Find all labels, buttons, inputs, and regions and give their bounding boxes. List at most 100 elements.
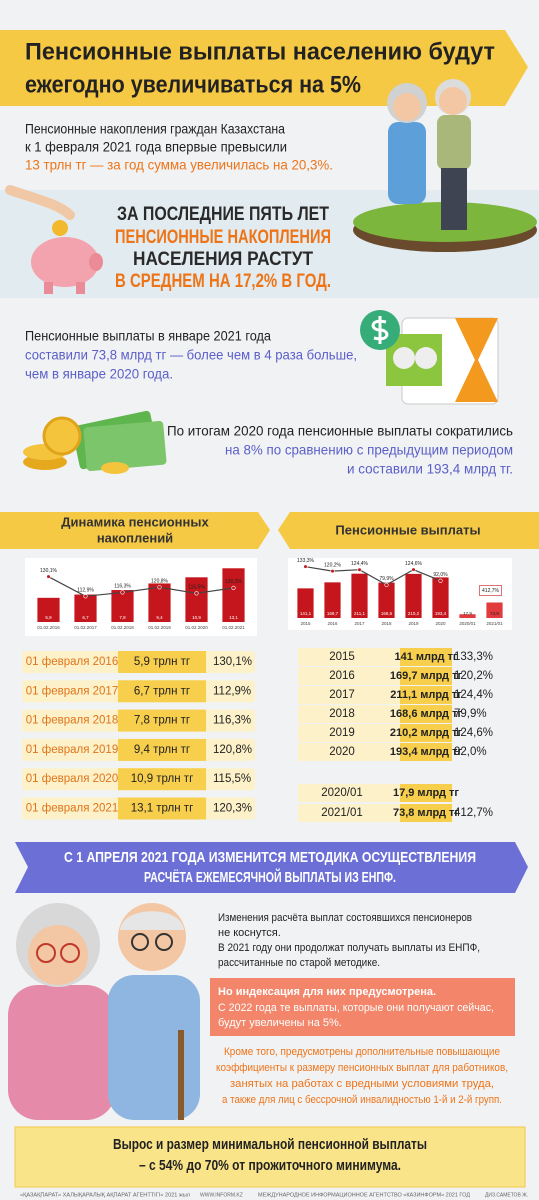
amount-bg — [118, 680, 206, 703]
row-pct: 120,2% — [454, 670, 493, 682]
growth-label: 116,3% — [114, 584, 131, 590]
bar — [37, 597, 60, 622]
piggy-leg — [76, 282, 85, 294]
coin — [101, 462, 129, 474]
piggy-bank — [31, 237, 99, 287]
row-amount: 141 млрд тг — [395, 651, 458, 663]
footer-text: WWW.INFORM.KZ — [200, 1192, 243, 1198]
glasses — [131, 933, 149, 951]
amount-bg — [118, 738, 206, 761]
woman-face — [28, 925, 88, 985]
bar-label: 17,9 — [463, 611, 472, 616]
results-line: и составили 193,4 млрд тг. — [347, 461, 513, 477]
x-label: 2016 — [327, 621, 338, 626]
bar-label: 211,1 — [354, 611, 365, 616]
row-pct: 115,5% — [213, 773, 251, 785]
growth-point — [194, 591, 199, 596]
growth-label: 92,0% — [433, 572, 448, 578]
banknote — [83, 420, 167, 472]
piggy-snout — [89, 253, 103, 271]
year-bg — [298, 648, 400, 666]
row-date: 01 февраля 2016 — [26, 656, 118, 668]
growth-point — [411, 567, 416, 572]
row-pct: 79,9% — [454, 708, 487, 720]
man-jacket — [437, 115, 471, 170]
row-amount: 17,9 млрд тг — [393, 787, 459, 799]
growth-label: 115,5% — [188, 585, 205, 591]
row-pct: 124,6% — [454, 727, 493, 739]
savings-title: накоплений — [97, 530, 173, 545]
extra-line: Кроме того, предусмотрены дополнительные… — [224, 1046, 500, 1058]
bar — [351, 573, 368, 618]
bar — [405, 573, 422, 618]
amount-bg — [400, 724, 452, 742]
hand — [5, 185, 75, 220]
year-bg — [298, 724, 400, 742]
note-line: будут увеличены на 5%. — [218, 1017, 342, 1029]
amount-bg — [400, 667, 452, 685]
growth-point — [120, 590, 125, 595]
intro-line: к 1 февраля 2021 года впервые превысили — [25, 139, 287, 155]
bar-label: 141,1 — [300, 611, 312, 616]
year-bg — [298, 743, 400, 761]
amount-bg — [118, 797, 206, 820]
bar — [486, 602, 503, 618]
bar-label: 6,7 — [82, 615, 89, 620]
note-title: Но индексация для них предусмотрена. — [218, 986, 436, 998]
intro-line: Пенсионные накопления граждан Казахстана — [25, 121, 285, 137]
extra-line: а также для лиц с бессрочной инвалидност… — [222, 1094, 502, 1106]
bar-label: 7,8 — [119, 615, 126, 620]
growth-label: 130,1% — [40, 568, 58, 574]
method-line: В 2021 году они продолжат получать выпла… — [218, 942, 480, 954]
x-label: 2019 — [408, 621, 419, 626]
coin — [52, 220, 68, 236]
woman-dress — [388, 122, 426, 204]
row-pct: 120,8% — [213, 744, 252, 756]
man-hair — [120, 911, 184, 930]
row-year: 2019 — [329, 727, 355, 739]
bar — [111, 590, 134, 622]
footer-text: «ҚАЗАҚПАРАТ» ХАЛЫҚАРАЛЫҚ АҚПАРАТ АГЕНТТІ… — [20, 1192, 190, 1198]
title-line: ежегодно увеличиваться на 5% — [25, 71, 361, 98]
january-line: Пенсионные выплаты в январе 2021 года — [25, 328, 271, 344]
bar — [324, 582, 341, 618]
amount-bg — [118, 651, 206, 673]
row-date: 01 февраля 2021 — [26, 803, 118, 815]
amount-bg — [400, 804, 452, 822]
savings-title: Динамика пенсионных — [61, 514, 209, 529]
amount-bg — [400, 784, 452, 802]
row-amount: 73,8 млрд тг — [393, 807, 459, 819]
row-pct: 92,0% — [454, 746, 487, 758]
payments-title: Пенсионные выплаты — [335, 522, 480, 537]
x-label: 2017 — [354, 621, 365, 626]
year-bg — [298, 686, 400, 704]
x-label: 01.02.2016 — [37, 625, 60, 630]
row-amount: 5,9 трлн тг — [134, 656, 190, 668]
row-amount: 10,9 трлн тг — [131, 773, 194, 785]
growth-point — [330, 569, 335, 574]
row-date: 01 февраля 2020 — [26, 773, 118, 785]
method-banner — [15, 842, 528, 893]
growth-line — [305, 566, 441, 586]
growth-point — [46, 574, 51, 579]
year-bg — [298, 667, 400, 685]
row-amount: 169,7 млрд тг — [390, 670, 463, 682]
x-label: 01.02.2019 — [148, 625, 171, 630]
woman-face — [393, 93, 421, 121]
growth-point — [438, 578, 443, 583]
banner-line: РАСЧЁТА ЕЖЕМЕСЯЧНОЙ ВЫПЛАТЫ ИЗ ЕНПФ. — [144, 868, 396, 886]
method-line: рассчитанные по старой методике. — [218, 957, 380, 969]
bar — [378, 582, 395, 618]
x-label: 01.02.2020 — [185, 625, 208, 630]
january-line: чем в январе 2020 года. — [25, 366, 173, 382]
row-year: 2017 — [329, 689, 355, 701]
growth-point — [357, 567, 362, 572]
growth-point — [384, 582, 389, 587]
footer-text: МЕЖДУНАРОДНОЕ ИНФОРМАЦИОННОЕ АГЕНТСТВО «… — [258, 1192, 471, 1198]
piggy-leg — [44, 282, 53, 294]
note-line: С 2022 года те выплаты, которые они полу… — [218, 1002, 494, 1014]
row-year: 2020 — [329, 746, 355, 758]
row-date: 01 февраля 2018 — [26, 715, 118, 727]
bar-label: 5,9 — [45, 615, 52, 620]
